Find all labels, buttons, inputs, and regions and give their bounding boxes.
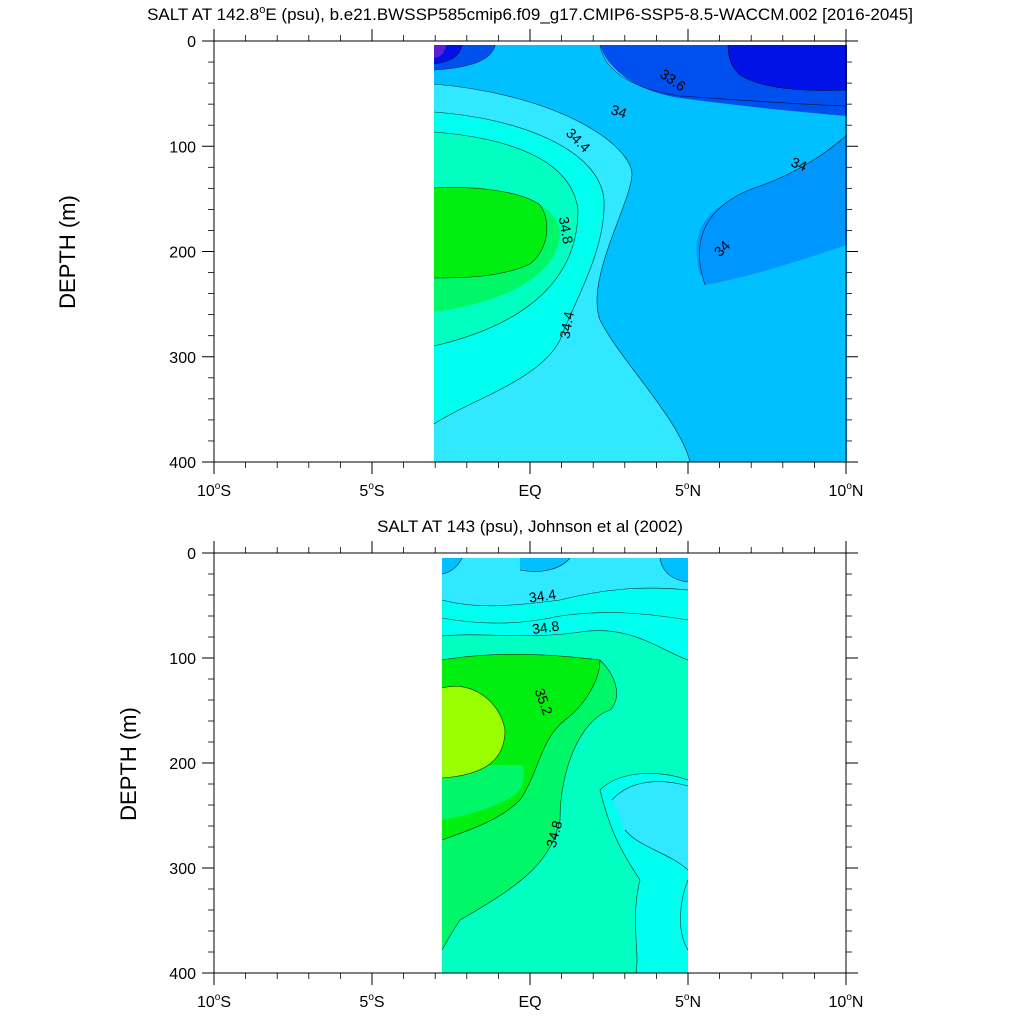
panel-bottom-fill	[442, 558, 688, 973]
x-tick-label: EQ	[518, 483, 541, 500]
y-tick-label: 200	[169, 245, 196, 262]
y-tick-label: 100	[169, 139, 196, 156]
panel-bottom-contour-labels: 34.434.835.234.8	[528, 586, 565, 849]
panel-top-fill	[434, 45, 847, 462]
panel-top-title: SALT AT 142.8oE (psu), b.e21.BWSSP585cmi…	[147, 4, 913, 24]
x-tick-label: 10oN	[829, 481, 864, 500]
contour-label: 34	[789, 154, 810, 175]
contour-label: 34.4	[556, 310, 577, 340]
y-tick-label: 100	[169, 651, 196, 668]
x-tick-label: 5oS	[359, 992, 384, 1011]
y-tick-label: 300	[169, 350, 196, 367]
panel-bottom-title: SALT AT 143 (psu), Johnson et al (2002)	[377, 517, 683, 536]
x-tick-label: 10oS	[197, 992, 231, 1011]
contour-label: 34.8	[543, 819, 566, 850]
panel-top-contour-lines	[433, 44, 848, 463]
x-tick-label: 10oN	[829, 992, 864, 1011]
x-tick-label: EQ	[518, 994, 541, 1011]
contour-label: 34	[609, 101, 629, 121]
y-tick-label: 200	[169, 756, 196, 773]
contour-band-35-6	[442, 686, 505, 778]
y-tick-label: 0	[187, 34, 196, 51]
y-tick-label: 300	[169, 861, 196, 878]
panel-bottom: SALT AT 143 (psu), Johnson et al (2002) …	[116, 517, 863, 1011]
contour-band-34-6-mid	[612, 781, 688, 870]
panel-bottom-ylabel: DEPTH (m)	[116, 707, 141, 821]
contour-band-35-4-core	[442, 765, 525, 820]
contour-band-34-4	[434, 45, 847, 462]
contour-band-34-4-ne	[520, 558, 570, 572]
contour-label: 34.4	[528, 586, 557, 606]
x-tick-label: 5oS	[359, 481, 384, 500]
x-tick-label: 5oN	[675, 481, 701, 500]
contour-band-33-6	[728, 45, 847, 91]
contour-band-35-4	[434, 187, 547, 278]
x-tick-label: 10oS	[197, 481, 231, 500]
contour-band-34-4-e	[660, 558, 688, 582]
y-tick-label: 0	[187, 546, 196, 563]
contour-label: 34.8	[531, 617, 560, 637]
contour-band-34-2b	[699, 135, 847, 285]
y-tick-label: 400	[169, 455, 196, 472]
contour-band-33-2-nw	[434, 45, 446, 58]
panel-top: SALT AT 142.8oE (psu), b.e21.BWSSP585cmi…	[55, 4, 913, 500]
x-tick-label: 5oN	[675, 992, 701, 1011]
contour-band-34-4-nw	[442, 558, 462, 574]
panel-top-ylabel: DEPTH (m)	[55, 195, 80, 309]
panel-bottom-contour-lines	[441, 557, 689, 974]
y-tick-label: 400	[169, 966, 196, 983]
contour-label: 34.8	[556, 215, 577, 245]
